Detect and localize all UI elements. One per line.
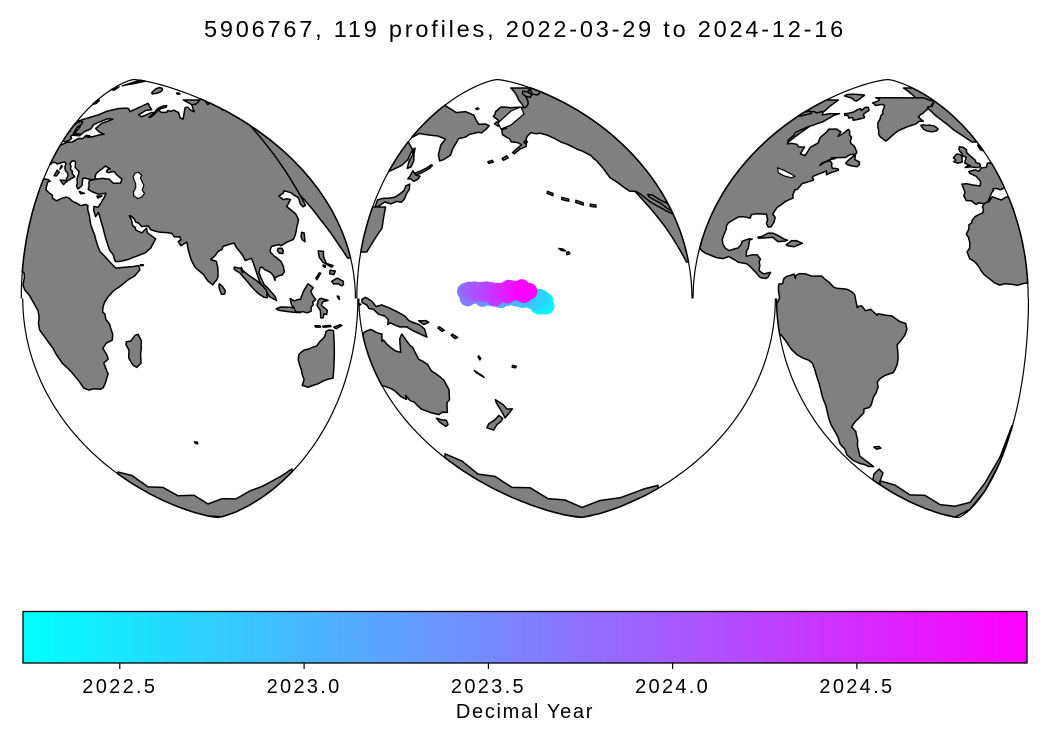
svg-text:2024.0: 2024.0 [635, 676, 710, 698]
svg-text:2022.5: 2022.5 [82, 676, 157, 698]
svg-text:2023.5: 2023.5 [451, 676, 526, 698]
svg-text:5906767, 119 profiles, 2022-03: 5906767, 119 profiles, 2022-03-29 to 202… [204, 16, 846, 42]
svg-text:Decimal Year: Decimal Year [456, 701, 594, 723]
svg-text:2023.0: 2023.0 [267, 676, 342, 698]
svg-text:2024.5: 2024.5 [819, 676, 894, 698]
